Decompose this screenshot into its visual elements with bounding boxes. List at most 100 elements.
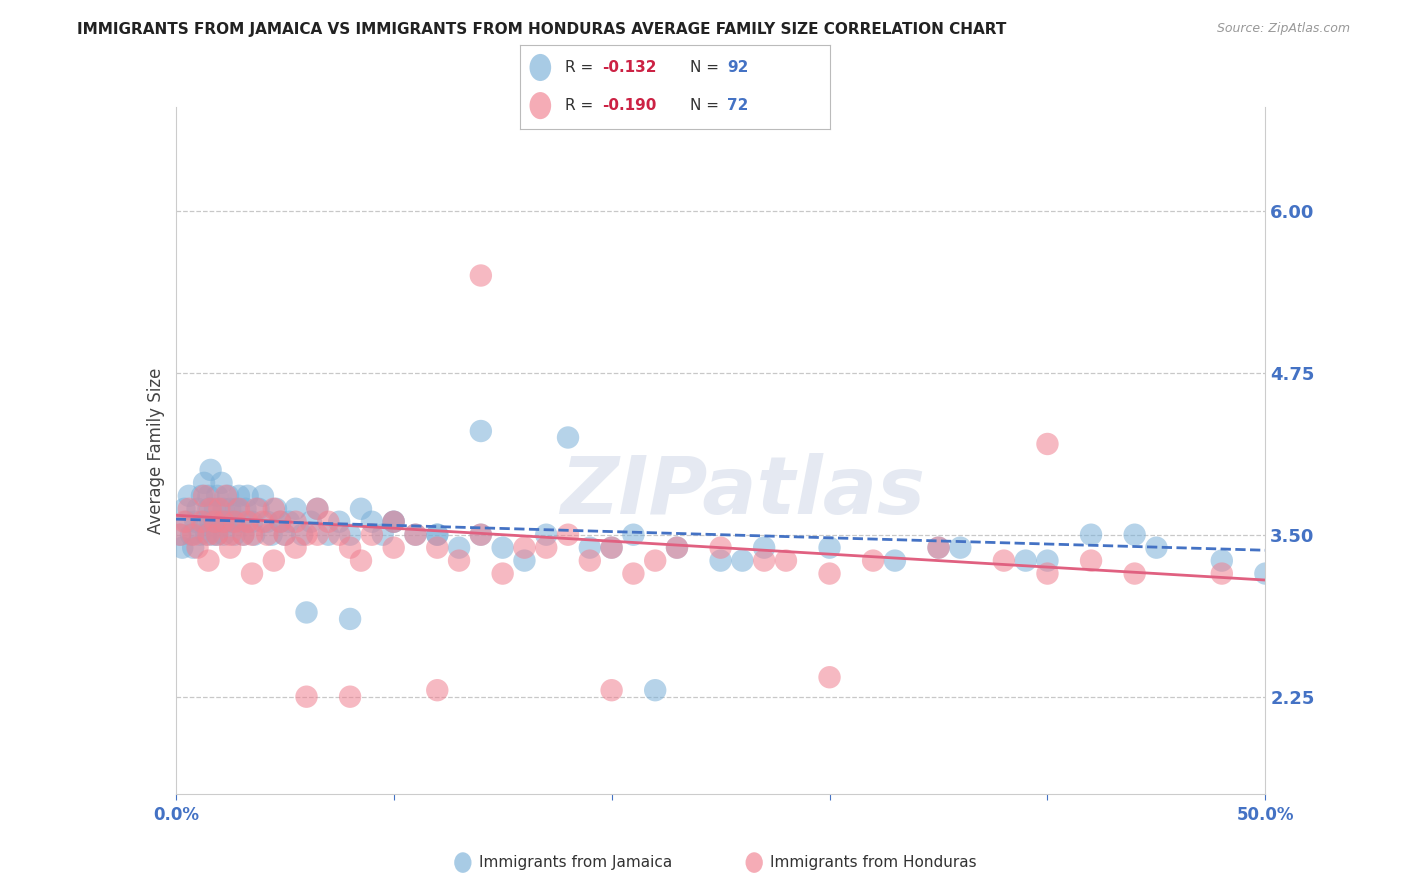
Point [405,527,427,541]
Point [205,527,228,541]
Text: N =: N = [690,98,720,113]
Point [426,683,449,698]
Point [513,541,536,555]
Point [215,489,238,503]
Text: -0.132: -0.132 [602,60,657,75]
Point [754,541,776,555]
Point [426,527,449,541]
Ellipse shape [745,852,763,873]
Point [470,424,492,438]
Point [177,489,200,503]
Point [247,501,270,516]
Point [754,553,776,567]
Point [212,527,235,541]
Point [228,501,250,516]
Point [228,489,250,503]
Point [180,527,202,541]
Point [186,501,209,516]
Point [215,515,238,529]
Point [264,501,287,516]
Point [339,527,361,541]
Point [232,527,254,541]
Point [169,527,191,541]
Point [188,527,211,541]
Point [201,527,224,541]
Point [360,515,382,529]
Point [600,541,623,555]
Point [731,553,754,567]
Point [232,527,254,541]
Point [382,515,405,529]
Point [177,501,200,516]
Point [263,553,285,567]
Point [184,515,207,529]
Point [173,515,195,529]
Point [224,527,246,541]
Point [600,683,623,698]
Point [240,515,263,529]
Point [193,475,215,490]
Point [195,527,218,541]
Point [993,553,1015,567]
Point [176,515,198,529]
Point [818,670,841,684]
Point [775,553,797,567]
Point [200,463,222,477]
Point [197,527,219,541]
Point [219,541,242,555]
Point [186,541,209,555]
Point [256,527,278,541]
Point [278,515,301,529]
Point [928,541,950,555]
Point [1211,566,1233,581]
Point [928,541,950,555]
Point [318,515,340,529]
Point [426,527,449,541]
Point [470,527,492,541]
Text: Immigrants from Honduras: Immigrants from Honduras [770,855,977,870]
Point [360,527,382,541]
Point [1254,566,1277,581]
Point [862,553,884,567]
Point [274,527,297,541]
Point [252,515,274,529]
Point [1036,437,1059,451]
Point [212,501,235,516]
Point [191,515,214,529]
Point [197,489,219,503]
Point [350,501,373,516]
Point [470,268,492,283]
Point [426,541,449,555]
Point [1080,527,1102,541]
Text: 92: 92 [727,60,749,75]
Point [197,553,219,567]
Point [447,553,470,567]
Y-axis label: Average Family Size: Average Family Size [146,368,165,533]
Text: Source: ZipAtlas.com: Source: ZipAtlas.com [1216,22,1350,36]
Point [644,683,666,698]
Point [1211,553,1233,567]
Point [600,541,623,555]
Point [295,606,318,620]
Point [204,515,226,529]
Point [284,515,307,529]
Point [1036,566,1059,581]
Point [1036,553,1059,567]
Point [217,489,239,503]
Point [1123,566,1146,581]
Point [447,541,470,555]
Ellipse shape [530,92,551,120]
Point [299,515,322,529]
Point [884,553,907,567]
Point [1144,541,1167,555]
Point [236,515,259,529]
Point [557,527,579,541]
Point [260,527,283,541]
Point [200,501,222,516]
Point [219,527,242,541]
Point [513,553,536,567]
Point [339,612,361,626]
Point [240,527,263,541]
Point [350,553,373,567]
Point [236,489,259,503]
